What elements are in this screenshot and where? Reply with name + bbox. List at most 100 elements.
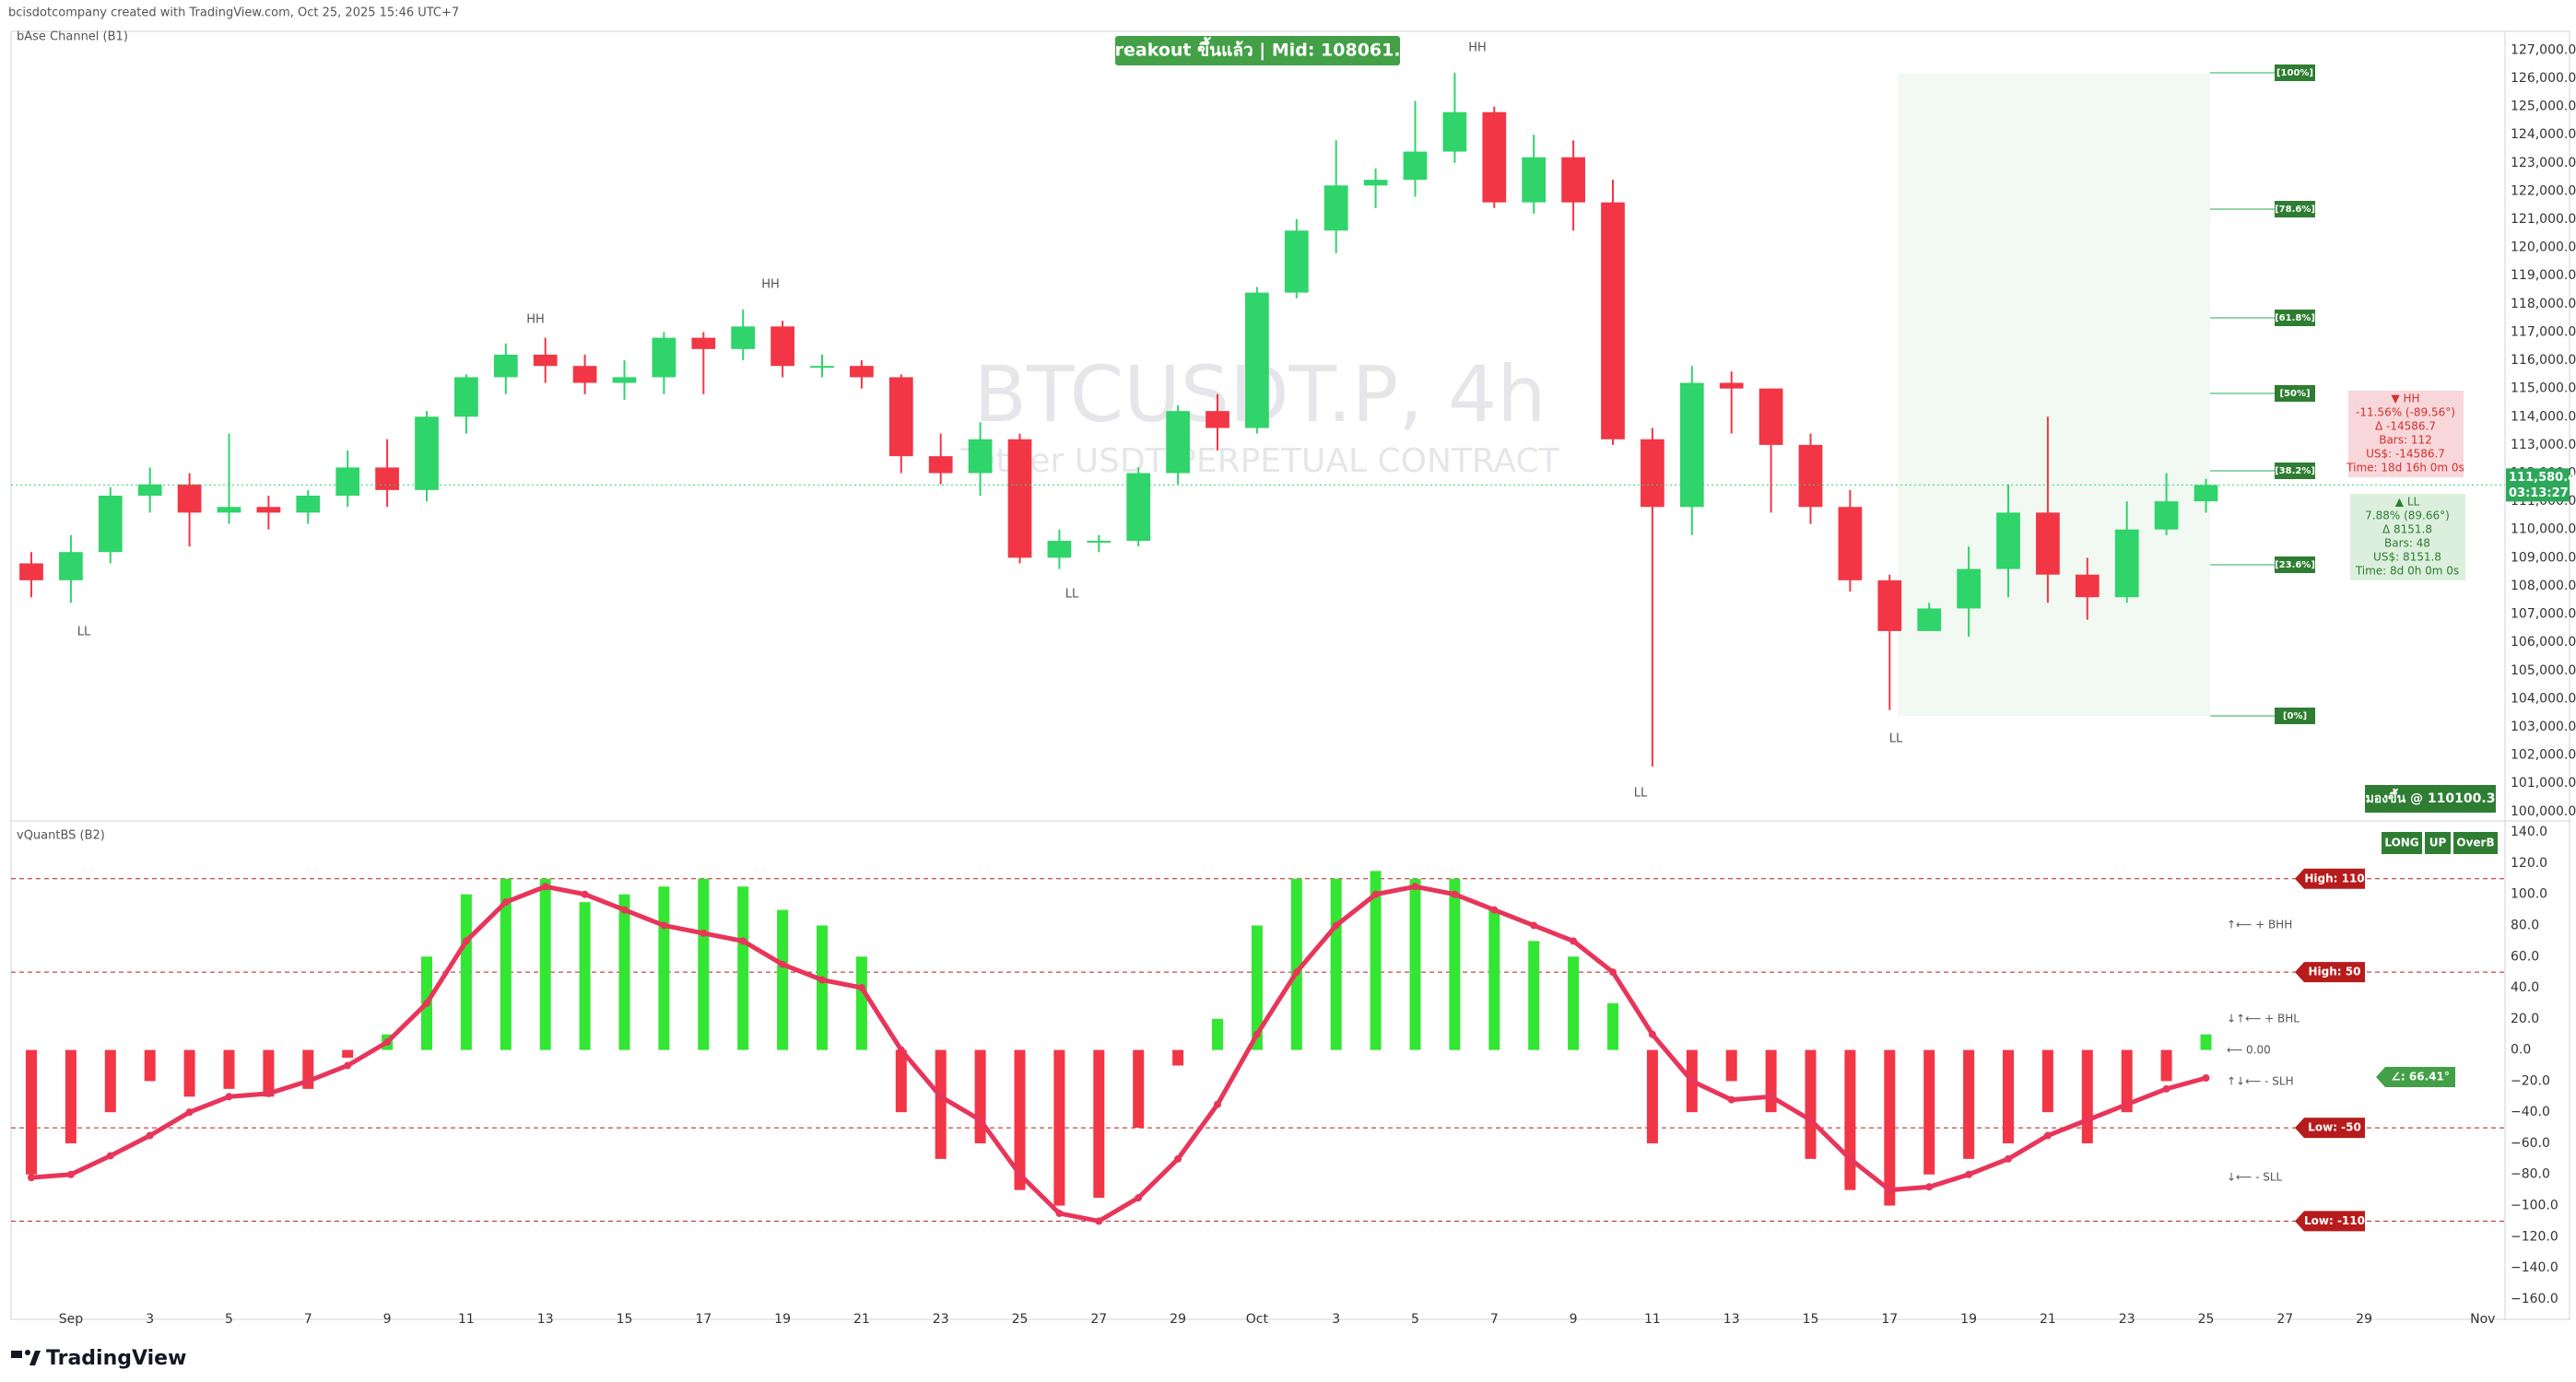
histogram-bar [1330, 878, 1342, 1050]
histogram-bar [2200, 1034, 2212, 1050]
status-box [2453, 832, 2498, 854]
candle-body [1442, 111, 1467, 152]
logo-text: TradingView [46, 1347, 186, 1370]
candle-body [1363, 180, 1388, 186]
y-tick-label: 122,000.0 [2511, 183, 2576, 198]
candle-body [770, 326, 794, 367]
info-text: Time: 8d 0h 0m 0s [2355, 565, 2459, 578]
candle-body [1126, 473, 1151, 541]
candle-body [1838, 507, 1863, 580]
candle-body [1166, 411, 1190, 474]
fib-box [2275, 64, 2315, 81]
level-label: Low: -50 [2308, 1121, 2361, 1134]
fib-box [2275, 385, 2315, 402]
info-text: -11.56% (-89.56°) [2356, 406, 2455, 419]
histogram-bar [1844, 1049, 1856, 1190]
histogram-bar [539, 878, 551, 1050]
swing-label: LL [1634, 787, 1648, 801]
candle-body [2114, 529, 2139, 598]
candle-body [98, 495, 123, 553]
candle-body [454, 377, 478, 417]
histogram-bar [1568, 956, 1580, 1050]
watermark-sub: Tether USDT PERPETUAL CONTRACT [959, 442, 1559, 480]
x-tick-label: 13 [537, 1312, 554, 1327]
last-price-label: 111,580.4 [2509, 471, 2576, 485]
histogram-bar [2160, 1049, 2172, 1082]
fib-label: [50%] [2279, 389, 2310, 399]
info-text: Bars: 112 [2379, 434, 2432, 447]
info-text: Bars: 48 [2384, 537, 2430, 550]
candle-body [1245, 292, 1269, 428]
x-tick-label: 3 [1332, 1312, 1340, 1327]
marker-label: ↓⟵ - SLL [2227, 1171, 2283, 1184]
y-tick-label: 0.0 [2511, 1043, 2531, 1058]
y-tick-label: 60.0 [2511, 949, 2539, 964]
x-tick-label: 15 [617, 1312, 633, 1327]
x-tick-label: Nov [2470, 1312, 2495, 1327]
histogram-bar [817, 925, 828, 1050]
y-tick-label: 118,000.0 [2511, 297, 2576, 311]
candle-body [217, 507, 241, 513]
swing-label: HH [1468, 41, 1487, 55]
level-tag [2295, 1211, 2365, 1232]
signal-label: มองขึ้น @ 110100.3 [2366, 788, 2496, 806]
histogram-bar [342, 1049, 354, 1059]
level-tag [2295, 868, 2365, 889]
level-label: Low: -110 [2304, 1214, 2365, 1227]
candle-body [296, 495, 321, 513]
y-tick-label: 116,000.0 [2511, 353, 2576, 368]
histogram-bar [26, 1049, 37, 1175]
histogram-bar [1963, 1049, 1975, 1159]
candle-body [928, 456, 953, 474]
histogram-bar [1488, 909, 1500, 1050]
fib-box [2275, 201, 2315, 217]
y-tick-label: 121,000.0 [2511, 212, 2576, 227]
credit: bcisdotcompany created with TradingView.… [8, 6, 459, 20]
candle-body [810, 366, 834, 369]
x-tick-label: 23 [2119, 1312, 2135, 1327]
candle-body [1206, 411, 1229, 428]
candle-body [1798, 444, 1823, 508]
candle-body [1047, 540, 1072, 558]
x-tick-label: 21 [853, 1312, 870, 1327]
fib-label: [38.2%] [2275, 466, 2315, 476]
info-text: 7.88% (89.66°) [2365, 509, 2450, 522]
histogram-bar [1251, 925, 1263, 1050]
swing-label: HH [526, 313, 545, 327]
candle-body [691, 337, 716, 349]
last-price-box [2506, 468, 2570, 502]
candle-body [1323, 185, 1348, 231]
histogram-bar [1370, 871, 1382, 1050]
y-tick-label: 107,000.0 [2511, 607, 2576, 622]
histogram-bar [104, 1049, 116, 1113]
x-tick-label: 15 [1803, 1312, 1819, 1327]
info-box [2348, 391, 2464, 477]
histogram-bar [2081, 1049, 2093, 1143]
breakout-box [1115, 36, 1400, 65]
histogram-bar [1607, 1002, 1618, 1050]
y-tick-label: 102,000.0 [2511, 748, 2576, 763]
histogram-bar [1765, 1049, 1777, 1113]
marker-label: ↑⟵ + BHH [2227, 919, 2292, 931]
fib-label: [61.8%] [2275, 313, 2315, 323]
level-tag [2295, 962, 2365, 983]
histogram-bar [618, 894, 630, 1050]
swing-label: LL [1065, 588, 1079, 602]
candle-body [1719, 382, 1744, 389]
pane-title: bAse Channel (B1) [17, 30, 128, 44]
histogram-bar [1014, 1049, 1026, 1190]
candle-body [1087, 540, 1112, 543]
y-tick-label: 105,000.0 [2511, 663, 2576, 678]
histogram-bar [2003, 1049, 2014, 1143]
y-tick-label: −160.0 [2511, 1292, 2558, 1306]
histogram-bar [500, 878, 512, 1050]
histogram-bar [144, 1049, 156, 1082]
y-tick-label: −40.0 [2511, 1105, 2550, 1119]
histogram-bar [1172, 1049, 1184, 1066]
fib-label: [23.6%] [2275, 560, 2315, 570]
status-label: UP [2429, 837, 2447, 849]
y-tick-label: 126,000.0 [2511, 71, 2576, 86]
x-tick-label: 19 [774, 1312, 791, 1327]
status-label: LONG [2384, 837, 2418, 849]
y-tick-label: −60.0 [2511, 1136, 2550, 1151]
